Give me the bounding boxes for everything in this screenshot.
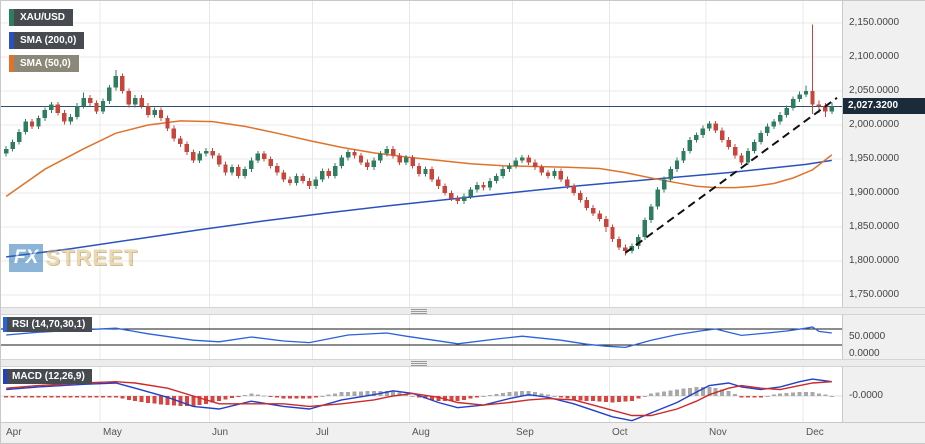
price-tick: 1,750.0000 [849, 289, 900, 300]
sma50-color-chip [9, 55, 14, 72]
month-label: Dec [806, 427, 824, 438]
rsi-color-chip [3, 317, 7, 332]
month-label: Jul [316, 427, 329, 438]
rsi-tick-0: 0.0000 [849, 348, 880, 359]
sma200-color-chip [9, 32, 14, 49]
month-label: Apr [6, 427, 22, 438]
current-price-label: 2,027.3200 [848, 100, 899, 111]
month-label: Aug [412, 427, 430, 438]
pane-resize-handle-2[interactable] [1, 359, 925, 367]
fxstreet-logo-text: STREET [45, 245, 139, 270]
macd-tick-zero: -0.0000 [849, 390, 883, 401]
pane-resize-handle-1[interactable] [1, 307, 925, 315]
drag-grip-icon [411, 361, 427, 366]
rsi-pane[interactable]: RSI (14,70,30,1) [1, 315, 842, 359]
rsi-tick-50: 50.0000 [849, 331, 886, 342]
macd-canvas [1, 367, 842, 422]
sma50-badge[interactable]: SMA (50,0) [9, 55, 79, 72]
month-label: Jun [212, 427, 229, 438]
main-price-pane[interactable]: XAU/USD SMA (200,0) SMA (50,0) FX STREET [1, 1, 842, 307]
price-tick: 1,850.0000 [849, 221, 900, 232]
legend: XAU/USD SMA (200,0) SMA (50,0) [9, 9, 85, 72]
month-label: Nov [709, 427, 727, 438]
candlestick-canvas [1, 1, 842, 307]
macd-indicator-badge[interactable]: MACD (12,26,9) [3, 369, 92, 384]
macd-label: MACD (12,26,9) [12, 371, 85, 382]
current-price-badge: 2,027.3200 [843, 98, 925, 114]
drag-grip-icon [411, 309, 427, 314]
macd-color-chip [3, 369, 7, 384]
price-tick: 1,800.0000 [849, 255, 900, 266]
macd-pane[interactable]: MACD (12,26,9) [1, 367, 842, 422]
price-tick: 2,100.0000 [849, 51, 900, 62]
price-tick: 2,000.0000 [849, 119, 900, 130]
sma50-label: SMA (50,0) [20, 58, 71, 69]
rsi-label: RSI (14,70,30,1) [12, 319, 86, 330]
symbol-label: XAU/USD [20, 12, 66, 23]
fxstreet-logo: FX STREET [9, 244, 138, 272]
fx-logo-icon: FX [9, 244, 44, 272]
sma200-badge[interactable]: SMA (200,0) [9, 32, 85, 49]
month-label: Sep [516, 427, 534, 438]
month-label: Oct [612, 427, 628, 438]
month-label: May [103, 427, 122, 438]
price-tick: 1,900.0000 [849, 187, 900, 198]
price-tick: 2,050.0000 [849, 85, 900, 96]
sma200-label: SMA (200,0) [20, 35, 77, 46]
rsi-canvas [1, 315, 842, 359]
symbol-badge[interactable]: XAU/USD [9, 9, 74, 26]
symbol-color-chip [9, 9, 14, 26]
price-tick: 1,950.0000 [849, 153, 900, 164]
price-axis[interactable]: 2,027.3200 50.0000 0.0000 -0.0000 2,150.… [842, 1, 925, 443]
price-tick: 2,150.0000 [849, 17, 900, 28]
rsi-indicator-badge[interactable]: RSI (14,70,30,1) [3, 317, 93, 332]
time-axis[interactable]: Apr May Jun Jul Aug Sep Oct Nov Dec [1, 422, 925, 443]
